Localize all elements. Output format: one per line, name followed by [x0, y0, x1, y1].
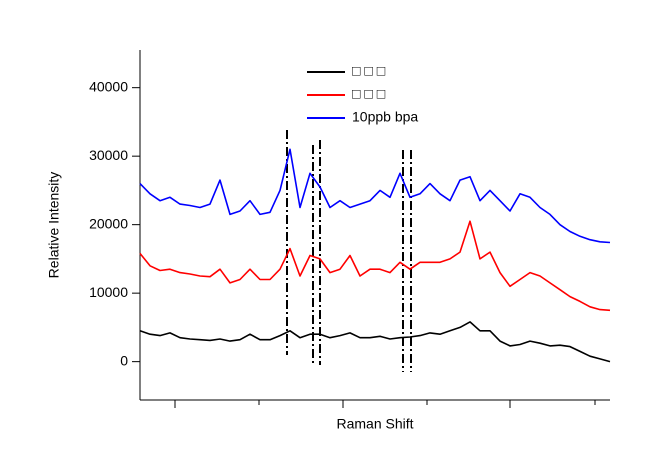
legend-label: 10ppb bpa — [352, 109, 418, 125]
y-axis-label: Relative Intensity — [46, 172, 62, 279]
y-tick-label: 0 — [120, 352, 128, 368]
y-tick-label: 30000 — [89, 147, 128, 163]
marker-lines — [286, 130, 412, 372]
series-line — [139, 220, 611, 312]
y-tick-label: 20000 — [89, 215, 128, 231]
series-line — [139, 148, 611, 244]
legend-label: □ □ □ — [352, 63, 386, 79]
series-line — [139, 321, 611, 363]
axes — [139, 50, 610, 408]
y-tick-label: 10000 — [89, 284, 128, 300]
legend-label: □ □ □ — [352, 86, 386, 102]
x-axis-label: Raman Shift — [336, 416, 413, 432]
y-tick-label: 40000 — [89, 78, 128, 94]
